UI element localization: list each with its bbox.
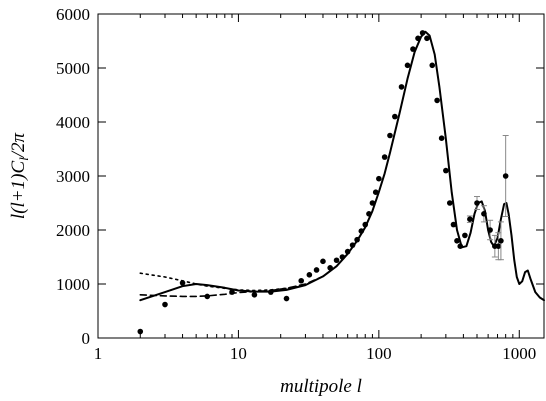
data-point bbox=[313, 267, 320, 273]
data-point bbox=[137, 328, 144, 335]
data-point bbox=[457, 243, 464, 249]
data-point bbox=[381, 154, 388, 160]
y-axis-title-sub: l bbox=[16, 157, 31, 161]
x-tick-label: 10 bbox=[230, 344, 247, 363]
data-point bbox=[398, 84, 405, 90]
series-layer bbox=[139, 30, 545, 302]
data-point bbox=[419, 30, 426, 36]
y-tick-label: 2000 bbox=[56, 221, 90, 240]
y-tick-label: 6000 bbox=[56, 5, 90, 24]
data-point bbox=[366, 211, 372, 217]
data-point bbox=[267, 289, 274, 295]
data-point bbox=[495, 243, 502, 249]
data-point bbox=[306, 272, 313, 278]
data-point bbox=[410, 46, 416, 52]
y-axis-title: l(l+1)Cl/2π bbox=[8, 132, 31, 219]
data-point bbox=[376, 175, 382, 182]
y-tick-label: 0 bbox=[82, 329, 91, 348]
data-point bbox=[498, 238, 504, 244]
data-point bbox=[204, 293, 211, 300]
data-point bbox=[369, 200, 376, 206]
data-point bbox=[320, 258, 326, 265]
data-point bbox=[354, 236, 360, 243]
data-point bbox=[446, 200, 453, 206]
y-tick-label: 4000 bbox=[56, 113, 90, 132]
data-point bbox=[429, 62, 436, 69]
x-tick-label: 100 bbox=[366, 344, 392, 363]
data-point bbox=[179, 280, 186, 286]
y-axis-title-tail: /2π bbox=[8, 132, 29, 158]
data-point bbox=[251, 292, 258, 298]
y-tick-label: 3000 bbox=[56, 167, 90, 186]
data-point bbox=[434, 97, 440, 104]
data-point bbox=[450, 221, 457, 228]
data-point bbox=[502, 173, 509, 179]
y-tick-label: 1000 bbox=[56, 275, 90, 294]
y-axis-title-main: l(l+1)C bbox=[8, 161, 29, 220]
data-point bbox=[415, 35, 421, 42]
data-point bbox=[327, 265, 333, 271]
data-point bbox=[358, 228, 365, 234]
data-point bbox=[372, 189, 379, 195]
ticks-layer: 1 10 100 1000 0 1000 2000 3000 4000 5000 6000 bbox=[56, 5, 544, 363]
data-point bbox=[344, 248, 351, 255]
data-point bbox=[438, 135, 445, 141]
series-line-solid bbox=[139, 30, 545, 302]
data-point bbox=[339, 254, 346, 260]
data-point bbox=[162, 301, 168, 308]
series-line-dotted bbox=[139, 272, 307, 292]
data-point bbox=[362, 221, 369, 228]
data-point bbox=[481, 211, 487, 217]
y-tick-label: 5000 bbox=[56, 59, 90, 78]
data-point bbox=[283, 295, 290, 302]
plot-frame bbox=[97, 13, 545, 339]
data-point bbox=[333, 257, 340, 264]
x-axis-title: multipole l bbox=[280, 376, 362, 397]
data-point bbox=[474, 200, 480, 206]
data-point bbox=[487, 227, 493, 233]
data-point bbox=[443, 167, 449, 174]
data-point bbox=[454, 238, 460, 244]
points-layer bbox=[137, 30, 509, 335]
data-point bbox=[424, 35, 430, 42]
data-point bbox=[467, 216, 473, 222]
data-point bbox=[387, 132, 393, 139]
data-point bbox=[349, 242, 356, 248]
x-tick-label: 1000 bbox=[502, 344, 536, 363]
series-line-dashed bbox=[139, 265, 338, 298]
data-point bbox=[462, 232, 468, 239]
data-point bbox=[404, 62, 411, 69]
data-point bbox=[298, 277, 305, 284]
data-point bbox=[229, 289, 235, 295]
data-point bbox=[392, 113, 398, 120]
x-tick-label: 1 bbox=[94, 344, 103, 363]
